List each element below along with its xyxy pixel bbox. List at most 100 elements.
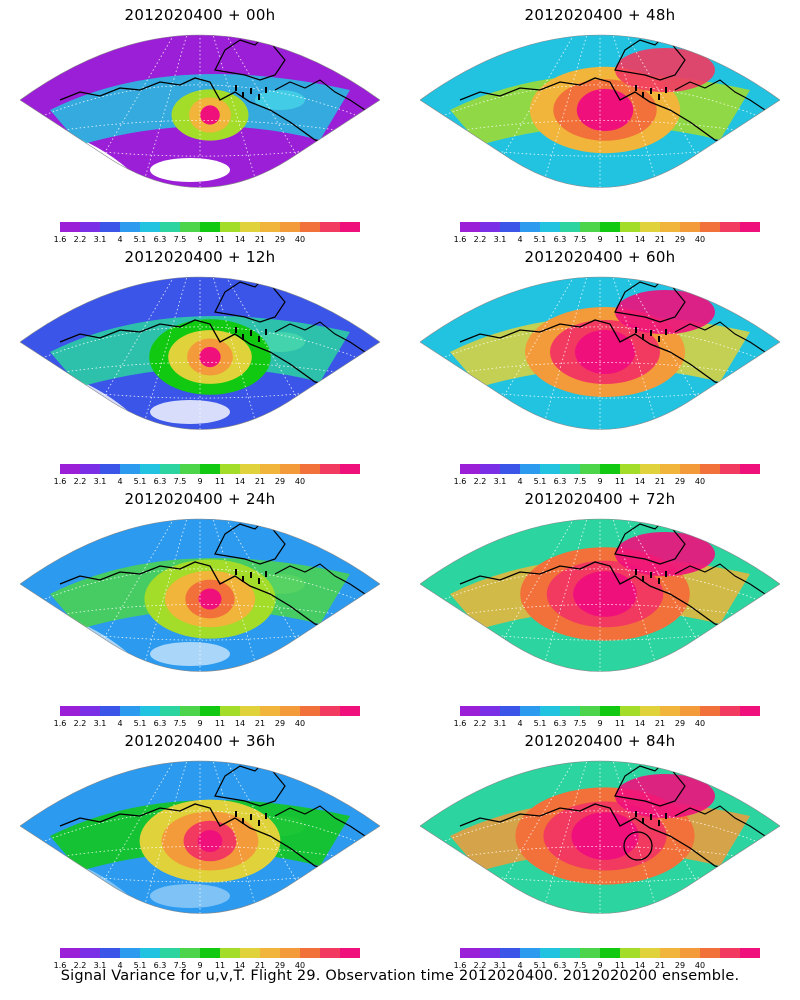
colorbar-label: 5.1 <box>533 477 547 486</box>
colorbar-swatch <box>300 464 320 474</box>
colorbar-swatch <box>280 222 300 232</box>
colorbar-swatch <box>260 222 280 232</box>
colorbar-label: 3.1 <box>93 961 107 970</box>
panel-title: 2012020400 + 36h <box>124 732 276 750</box>
colorbar-swatch <box>500 464 520 474</box>
colorbar-label: 4 <box>517 235 523 244</box>
colorbar-label: 7.5 <box>573 719 587 728</box>
colorbar-swatch <box>160 706 180 716</box>
colorbar-swatch <box>140 948 160 958</box>
colorbar-swatch <box>100 948 120 958</box>
colorbar-label: 5.1 <box>533 719 547 728</box>
colorbar-label: 3.1 <box>493 961 507 970</box>
colorbar-label: 6.3 <box>153 477 167 486</box>
colorbar-swatch <box>140 464 160 474</box>
colorbar-swatch <box>740 706 760 716</box>
colorbar-swatch <box>680 464 700 474</box>
colorbar-swatch <box>260 706 280 716</box>
polar-map <box>420 276 780 430</box>
colorbar-swatch <box>520 948 540 958</box>
colorbar-swatch <box>580 464 600 474</box>
colorbar-swatch <box>540 222 560 232</box>
colorbar-swatch <box>200 706 220 716</box>
colorbar-swatch <box>560 464 580 474</box>
colorbar-swatch <box>640 464 660 474</box>
colorbar-label: 1.6 <box>453 719 467 728</box>
colorbar-swatch <box>80 464 100 474</box>
colorbar-label: 40 <box>294 719 306 728</box>
colorbar-swatch <box>500 706 520 716</box>
colorbar-label: 40 <box>294 235 306 244</box>
colorbar-swatch <box>580 222 600 232</box>
colorbar-label: 29 <box>674 719 686 728</box>
colorbar-label: 29 <box>274 235 286 244</box>
colorbar-swatch <box>720 706 740 716</box>
colorbar-swatch <box>300 948 320 958</box>
colorbar-swatch <box>640 706 660 716</box>
panel-title: 2012020400 + 72h <box>524 490 676 508</box>
colorbar-label: 6.3 <box>153 719 167 728</box>
colorbar-label: 4 <box>117 719 123 728</box>
polar-map <box>20 34 380 188</box>
colorbar-swatch <box>640 948 660 958</box>
colorbar-swatch <box>160 948 180 958</box>
colorbar-swatch <box>200 948 220 958</box>
colorbar-swatch <box>560 948 580 958</box>
colorbar-swatch <box>140 222 160 232</box>
colorbar-label: 4 <box>117 477 123 486</box>
colorbar-label: 2.2 <box>73 961 87 970</box>
colorbar-swatch <box>460 464 480 474</box>
colorbar-label: 2.2 <box>473 235 487 244</box>
forecast-panel: 2012020400 + 36h 1.6 2.2 3.1 4 5.1 6.3 7.5 9 11 14… <box>0 726 400 971</box>
polar-map <box>420 760 780 914</box>
polar-map <box>20 518 380 672</box>
colorbar-swatch <box>680 948 700 958</box>
colorbar-swatch <box>140 706 160 716</box>
colorbar-swatch <box>100 464 120 474</box>
colorbar-label: 4 <box>117 961 123 970</box>
colorbar-swatch <box>540 948 560 958</box>
colorbar-swatch <box>580 948 600 958</box>
colorbar-label: 7.5 <box>173 235 187 244</box>
polar-map <box>20 276 380 430</box>
colorbar-label: 1.6 <box>53 235 67 244</box>
forecast-panel: 2012020400 + 84h 1.6 2.2 3.1 4 5.1 6.3 7.5 9 11 14… <box>400 726 800 971</box>
colorbar-label: 21 <box>254 235 266 244</box>
colorbar <box>460 706 760 716</box>
colorbar-label: 3.1 <box>93 235 107 244</box>
colorbar-label: 1.6 <box>53 719 67 728</box>
colorbar-swatch <box>340 464 360 474</box>
forecast-panel: 2012020400 + 72h 1.6 2.2 3.1 4 5.1 6.3 7.5 9 11 14… <box>400 484 800 729</box>
panel-title: 2012020400 + 12h <box>124 248 276 266</box>
colorbar-label: 6.3 <box>553 235 567 244</box>
colorbar-swatch <box>220 706 240 716</box>
colorbar-swatch <box>560 706 580 716</box>
colorbar-swatch <box>280 706 300 716</box>
colorbar-label: 1.6 <box>53 477 67 486</box>
colorbar-swatch <box>620 948 640 958</box>
colorbar-label: 7.5 <box>573 235 587 244</box>
colorbar-swatch <box>80 706 100 716</box>
colorbar-swatch <box>700 464 720 474</box>
colorbar-swatch <box>300 222 320 232</box>
colorbar-swatch <box>580 706 600 716</box>
colorbar-swatch <box>280 464 300 474</box>
colorbar-swatch <box>160 222 180 232</box>
colorbar-swatch <box>620 222 640 232</box>
colorbar-label: 6.3 <box>153 961 167 970</box>
colorbar-labels: 1.6 2.2 3.1 4 5.1 6.3 7.5 9 11 14 21 29 40 <box>454 961 760 973</box>
colorbar-label: 2.2 <box>473 477 487 486</box>
colorbar-label: 11 <box>614 235 626 244</box>
colorbar-swatch <box>100 706 120 716</box>
colorbar-swatch <box>480 222 500 232</box>
colorbar-label: 4 <box>117 235 123 244</box>
colorbar-label: 2.2 <box>73 235 87 244</box>
colorbar-label: 1.6 <box>53 961 67 970</box>
colorbar-label: 7.5 <box>573 477 587 486</box>
colorbar-swatch <box>220 948 240 958</box>
colorbar-label: 21 <box>254 719 266 728</box>
colorbar-swatch <box>540 706 560 716</box>
colorbar-label: 3.1 <box>93 719 107 728</box>
colorbar-swatch <box>740 948 760 958</box>
colorbar-label: 9 <box>197 477 203 486</box>
